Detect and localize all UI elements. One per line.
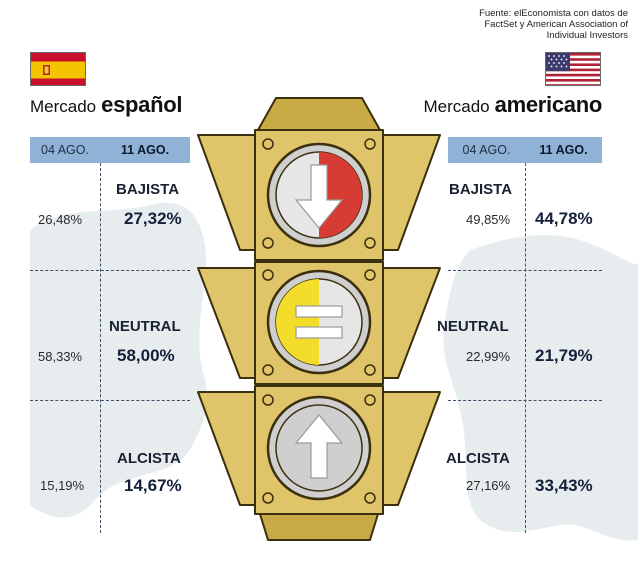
map-shape-left: [30, 202, 208, 518]
usa-row-divider-2: [448, 400, 602, 401]
usa-neutral-curr: 21,79%: [535, 346, 593, 365]
spain-category-bearish: BAJISTA: [116, 181, 180, 198]
spain-neutral-curr: 58,00%: [117, 346, 175, 365]
traffic-light-side-flaps: [197, 134, 441, 506]
spain-market-title: Mercado español: [30, 92, 183, 118]
spain-neutral-prev: 58,33%: [38, 349, 83, 364]
spain-title-bold: español: [101, 92, 183, 117]
usa-date-prev: 04 AGO.: [462, 143, 511, 157]
usa-market-title: Mercado americano: [423, 92, 602, 118]
spain-title-light: Mercado: [30, 97, 97, 116]
equals-icon: [295, 305, 343, 339]
spain-date-prev: 04 AGO.: [41, 143, 89, 157]
lamp-bullish: [266, 395, 372, 501]
traffic-light-screws: [262, 138, 376, 504]
usa-category-neutral: NEUTRAL: [437, 318, 509, 335]
usa-bullish-curr: 33,43%: [535, 476, 593, 495]
spain-column-divider: [100, 163, 101, 533]
spain-date-header: 04 AGO. 11 AGO.: [30, 137, 190, 163]
spain-row-divider-1: [30, 270, 190, 271]
lamp-neutral: [266, 269, 372, 375]
spain-bullish-curr: 14,67%: [124, 476, 182, 495]
spain-category-neutral: NEUTRAL: [109, 318, 181, 335]
usa-title-light: Mercado: [423, 97, 490, 116]
usa-category-bearish: BAJISTA: [449, 181, 513, 198]
usa-bearish-prev: 49,85%: [466, 212, 511, 227]
usa-neutral-prev: 22,99%: [466, 349, 511, 364]
usa-category-bullish: ALCISTA: [446, 450, 510, 467]
spain-bearish-curr: 27,32%: [124, 209, 182, 228]
down-arrow-icon: [294, 164, 344, 229]
usa-bullish-prev: 27,16%: [466, 478, 511, 493]
map-shape-right: [443, 234, 638, 541]
spain-date-curr: 11 AGO.: [120, 143, 170, 157]
usa-column-divider: [525, 163, 526, 533]
lamp-bearish: [266, 142, 372, 248]
usa-bearish-curr: 44,78%: [535, 209, 593, 228]
usa-title-bold: americano: [494, 92, 603, 117]
spain-row-divider-2: [30, 400, 190, 401]
usa-row-divider-1: [448, 270, 602, 271]
flag-usa-icon: [545, 52, 601, 86]
spain-bearish-prev: 26,48%: [38, 212, 83, 227]
spain-category-bullish: ALCISTA: [117, 450, 181, 467]
usa-date-curr: 11 AGO.: [539, 143, 588, 157]
flag-spain-icon: [30, 52, 86, 86]
up-arrow-icon: [294, 414, 344, 479]
source-note: Fuente: elEconomista con datos de FactSe…: [479, 8, 628, 41]
spain-bullish-prev: 15,19%: [40, 478, 85, 493]
usa-date-header: 04 AGO. 11 AGO.: [448, 137, 602, 163]
